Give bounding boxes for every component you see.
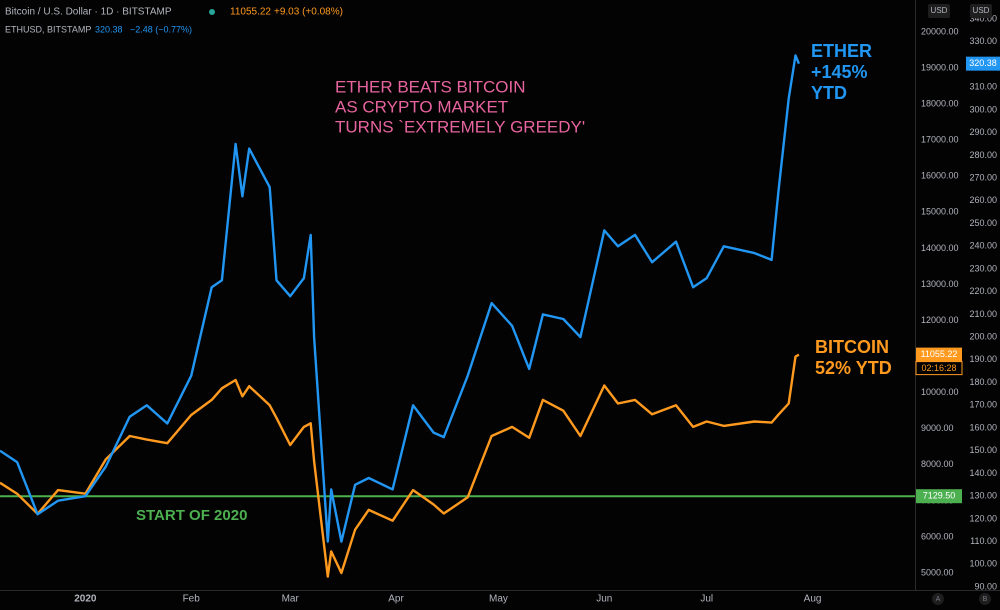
y-tick-label: 17000.00 — [921, 135, 959, 145]
y2-tick-label: 210.00 — [969, 309, 997, 319]
annotation: BITCOIN — [815, 337, 889, 357]
y2-tick-label: 230.00 — [969, 263, 997, 273]
control-button[interactable] — [979, 593, 991, 605]
x-tick-label: Feb — [183, 594, 201, 605]
price-box — [966, 56, 1000, 71]
y-tick-label: 16000.00 — [921, 171, 959, 181]
countdown: 02:16:28 — [921, 363, 956, 373]
control-label: B — [983, 596, 988, 603]
y2-tick-label: 240.00 — [969, 241, 997, 251]
control-button[interactable] — [932, 593, 944, 605]
annotation: ETHER BEATS BITCOIN — [335, 77, 526, 96]
y2-tick-label: 160.00 — [969, 422, 997, 432]
y2-tick-label: 100.00 — [969, 559, 997, 569]
y-tick-label: 15000.00 — [921, 207, 959, 217]
axis-unit: USD — [973, 6, 990, 15]
x-tick-label: Mar — [282, 594, 300, 605]
btc-price: 11055.22 — [230, 7, 271, 18]
annotation: YTD — [811, 83, 847, 103]
y2-tick-label: 250.00 — [969, 218, 997, 228]
y2-tick-label: 90.00 — [974, 581, 997, 591]
price-box — [916, 347, 962, 362]
y-tick-label: 10000.00 — [921, 387, 959, 397]
y2-tick-label: 340.00 — [969, 13, 997, 23]
x-tick-label: Jun — [596, 594, 612, 605]
y2-tick-label: 170.00 — [969, 400, 997, 410]
control-label: A — [936, 596, 941, 603]
y-tick-label: 5000.00 — [921, 567, 954, 577]
annotation: +145% — [811, 62, 868, 82]
annotation: START OF 2020 — [136, 507, 247, 524]
y2-tick-label: 150.00 — [969, 445, 997, 455]
y2-tick-label: 180.00 — [969, 377, 997, 387]
y2-tick-label: 310.00 — [969, 82, 997, 92]
y2-tick-label: 200.00 — [969, 332, 997, 342]
axis-unit: USD — [931, 6, 948, 15]
y2-tick-label: 220.00 — [969, 286, 997, 296]
series-line — [0, 353, 800, 578]
series-line — [0, 54, 801, 543]
y-tick-label: 18000.00 — [921, 99, 959, 109]
unit-box — [928, 4, 950, 18]
y2-tick-label: 270.00 — [969, 172, 997, 182]
y-tick-label: 13000.00 — [921, 279, 959, 289]
last-price: 320.38 — [969, 58, 997, 68]
y2-tick-label: 330.00 — [969, 36, 997, 46]
y2-tick-label: 290.00 — [969, 127, 997, 137]
y-tick-label: 19000.00 — [921, 62, 959, 72]
unit-box — [970, 4, 992, 18]
y2-tick-label: 120.00 — [969, 513, 997, 523]
eth-price: 320.38 — [95, 24, 123, 34]
y2-tick-label: 260.00 — [969, 195, 997, 205]
eth-symbol: ETHUSD, BITSTAMP — [5, 24, 91, 34]
y2-tick-label: 300.00 — [969, 104, 997, 114]
countdown-box — [915, 361, 963, 376]
annotation: 52% YTD — [815, 358, 892, 378]
y2-tick-label: 280.00 — [969, 150, 997, 160]
y2-tick-label: 130.00 — [969, 491, 997, 501]
y-tick-label: 6000.00 — [921, 531, 954, 541]
btc-change: +9.03 (+0.08%) — [274, 7, 343, 18]
x-tick-label: 2020 — [74, 594, 97, 605]
y-tick-label: 20000.00 — [921, 26, 959, 36]
y2-tick-label: 190.00 — [969, 354, 997, 364]
x-tick-label: Jul — [700, 594, 713, 605]
price-box — [916, 489, 962, 504]
y-tick-label: 12000.00 — [921, 315, 959, 325]
annotation: ETHER — [811, 41, 872, 61]
last-price: 11055.22 — [921, 349, 958, 359]
symbol: Bitcoin / U.S. Dollar · 1D · BITSTAMP — [5, 7, 172, 18]
eth-change: −2.48 (−0.77%) — [130, 24, 192, 34]
y-tick-label: 9000.00 — [921, 423, 954, 433]
y-tick-label: 14000.00 — [921, 243, 959, 253]
status-dot — [209, 9, 215, 15]
x-tick-label: May — [489, 594, 508, 605]
y2-tick-label: 140.00 — [969, 468, 997, 478]
x-tick-label: Apr — [388, 594, 404, 605]
x-tick-label: Aug — [804, 594, 822, 605]
y2-tick-label: 110.00 — [970, 536, 997, 546]
reference-label: 7129.50 — [923, 491, 956, 501]
annotation: TURNS `EXTREMELY GREEDY' — [335, 117, 585, 136]
annotation: AS CRYPTO MARKET — [335, 97, 508, 116]
y-tick-label: 8000.00 — [921, 459, 954, 469]
